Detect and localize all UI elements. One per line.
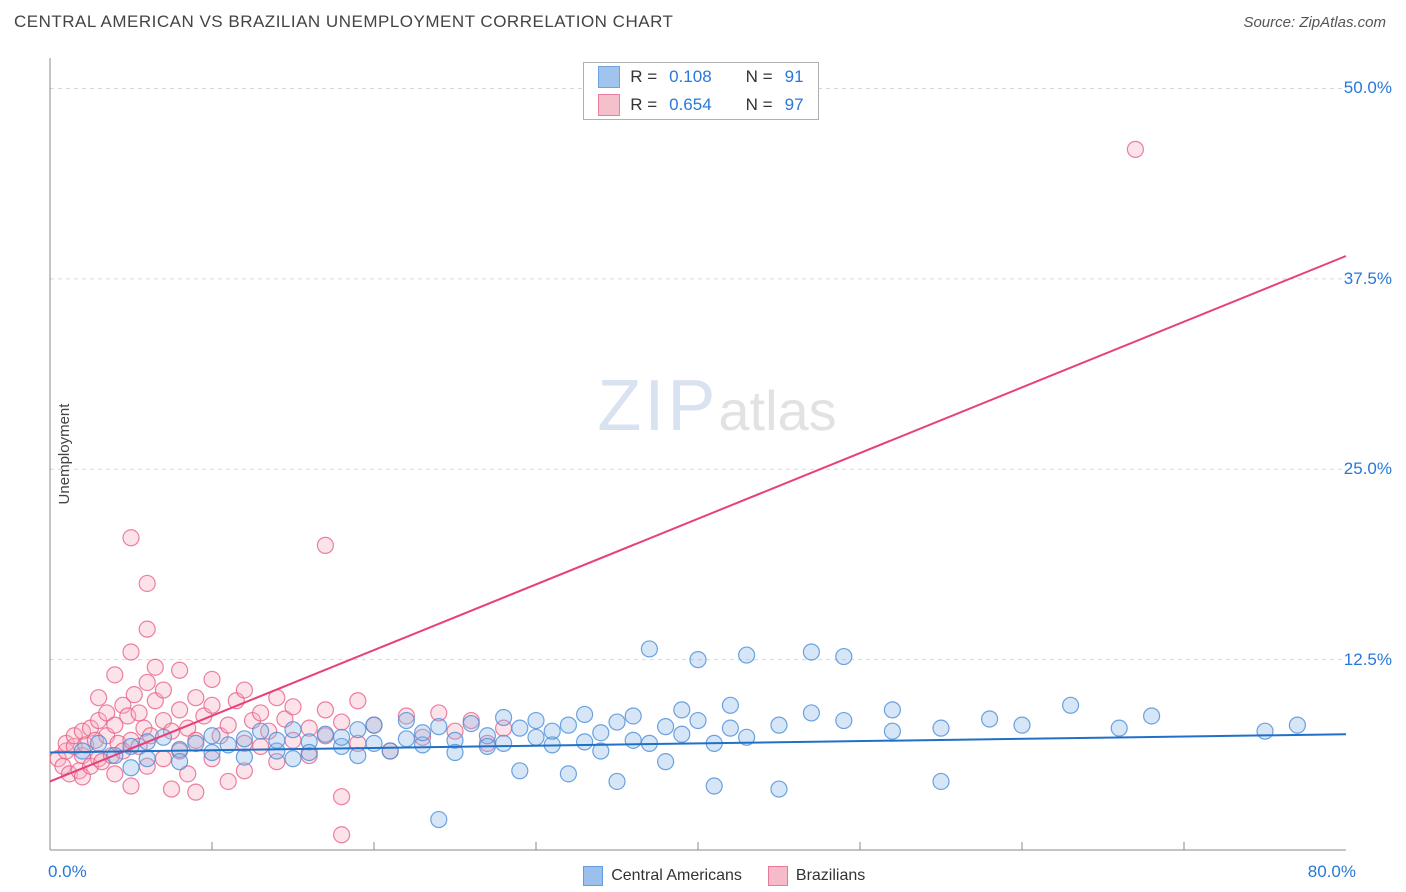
chart-title: CENTRAL AMERICAN VS BRAZILIAN UNEMPLOYME…	[14, 12, 673, 32]
series-legend-label: Brazilians	[796, 867, 865, 885]
scatter-chart	[48, 56, 1386, 852]
stats-legend-row: R = 0.108N = 91	[584, 63, 817, 91]
series-legend: Central Americans Brazilians	[583, 866, 865, 886]
stats-legend: R = 0.108N = 91R = 0.654N = 97	[583, 62, 818, 120]
legend-swatch	[768, 866, 788, 886]
legend-swatch	[598, 94, 620, 116]
y-tick-label: 12.5%	[1344, 650, 1392, 670]
x-axis-label: 0.0%	[48, 862, 87, 882]
plot-area: Unemployment ZIPatlas R = 0.108N = 91R =…	[48, 56, 1386, 852]
y-tick-label: 50.0%	[1344, 78, 1392, 98]
y-tick-label: 37.5%	[1344, 269, 1392, 289]
series-legend-label: Central Americans	[611, 867, 742, 885]
y-tick-label: 25.0%	[1344, 459, 1392, 479]
series-legend-item: Brazilians	[768, 866, 865, 886]
series-legend-item: Central Americans	[583, 866, 742, 886]
x-axis-label: 80.0%	[1308, 862, 1356, 882]
source-attribution: Source: ZipAtlas.com	[1243, 14, 1386, 31]
stats-legend-row: R = 0.654N = 97	[584, 91, 817, 119]
legend-swatch	[598, 66, 620, 88]
legend-swatch	[583, 866, 603, 886]
